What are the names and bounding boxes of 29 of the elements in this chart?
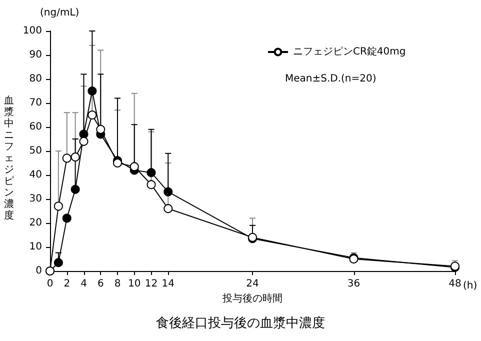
annotation: Mean±S.D.(n=20) — [285, 74, 376, 84]
x-tick-label: 6 — [97, 278, 104, 290]
y-tick-label: 60 — [29, 122, 42, 132]
x-tick-label: 2 — [64, 278, 70, 290]
x-tick-label: 36 — [347, 278, 360, 290]
x-tick-label: 24 — [246, 278, 259, 290]
y-tick-label: 80 — [29, 74, 42, 84]
y-tick-label: 100 — [22, 26, 42, 36]
text: (h) — [463, 280, 478, 292]
text: 血漿中ニフェジピン濃度 — [4, 95, 14, 222]
x-tick-label: 0 — [46, 278, 54, 290]
text: 食後経口投与後の血漿中濃度 — [156, 315, 325, 331]
text: (ng/mL) — [40, 8, 80, 18]
legend-label: ニフェジピンCR錠40mg — [293, 46, 406, 58]
y-tick-label: 0 — [36, 266, 42, 276]
x-axis-title: 投与後の時間 — [222, 292, 282, 304]
x-tick-label: 4 — [80, 278, 87, 290]
y-tick-label: 40 — [29, 170, 42, 180]
y-tick-label: 90 — [29, 50, 42, 60]
y-tick-label: 70 — [29, 98, 42, 108]
x-tick-label: 48 — [448, 278, 462, 290]
y-tick-label: 50 — [29, 146, 42, 156]
y-tick-label: 30 — [29, 194, 42, 204]
y-tick-label: 20 — [29, 218, 42, 228]
x-tick-label: 14 — [162, 278, 174, 290]
x-tick-label: 10 — [128, 278, 141, 290]
y-tick-label: 10 — [29, 242, 42, 252]
x-tick-label: 12 — [144, 278, 158, 290]
x-tick-label: 8 — [114, 278, 121, 290]
